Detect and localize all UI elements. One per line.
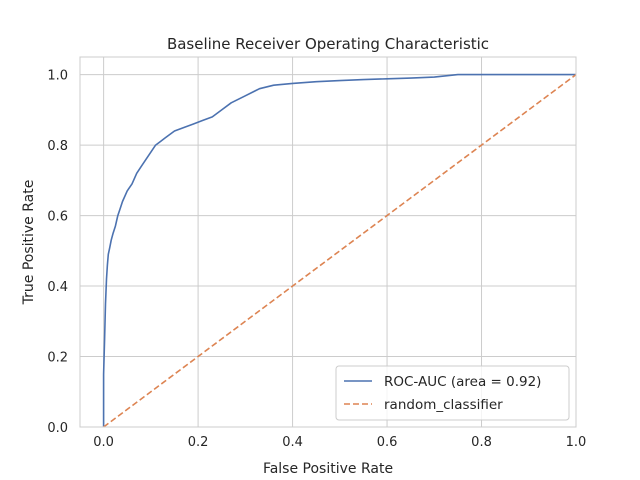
roc-curve-line — [102, 73, 576, 427]
y-tick-label: 0.6 — [47, 210, 68, 225]
y-tick-label: 0.2 — [47, 351, 68, 366]
y-tick-label: 0.8 — [47, 139, 68, 154]
x-tick-label: 0.6 — [377, 435, 398, 450]
series-layer — [102, 73, 577, 428]
y-tick-label: 1.0 — [47, 69, 68, 84]
x-tick-label: 0.0 — [93, 435, 114, 450]
legend-box — [335, 365, 570, 421]
plot-background — [80, 57, 576, 427]
grid — [80, 57, 577, 428]
x-tick-label: 0.8 — [471, 435, 492, 450]
x-axis-label: False Positive Rate — [263, 461, 393, 477]
plot-frame — [79, 56, 577, 428]
x-tick-label: 0.4 — [282, 435, 303, 450]
y-axis-label: True Positive Rate — [21, 180, 37, 306]
legend: ROC-AUC (area = 0.92) random_classifier — [335, 365, 570, 421]
x-tick-label: 0.2 — [188, 435, 209, 450]
legend-label-random: random_classifier — [384, 397, 503, 413]
chart-title: Baseline Receiver Operating Characterist… — [167, 35, 489, 53]
random-classifier-line — [103, 73, 577, 428]
y-tick-label: 0.4 — [47, 280, 68, 295]
ticks: 0.0 0.2 0.4 0.6 0.8 1.0 0.0 0.2 0.4 0.6 0.8 1.0 — [47, 69, 586, 450]
y-tick-label: 0.0 — [47, 421, 68, 436]
legend-label-roc: ROC-AUC (area = 0.92) — [384, 374, 541, 390]
x-tick-label: 1.0 — [566, 435, 587, 450]
